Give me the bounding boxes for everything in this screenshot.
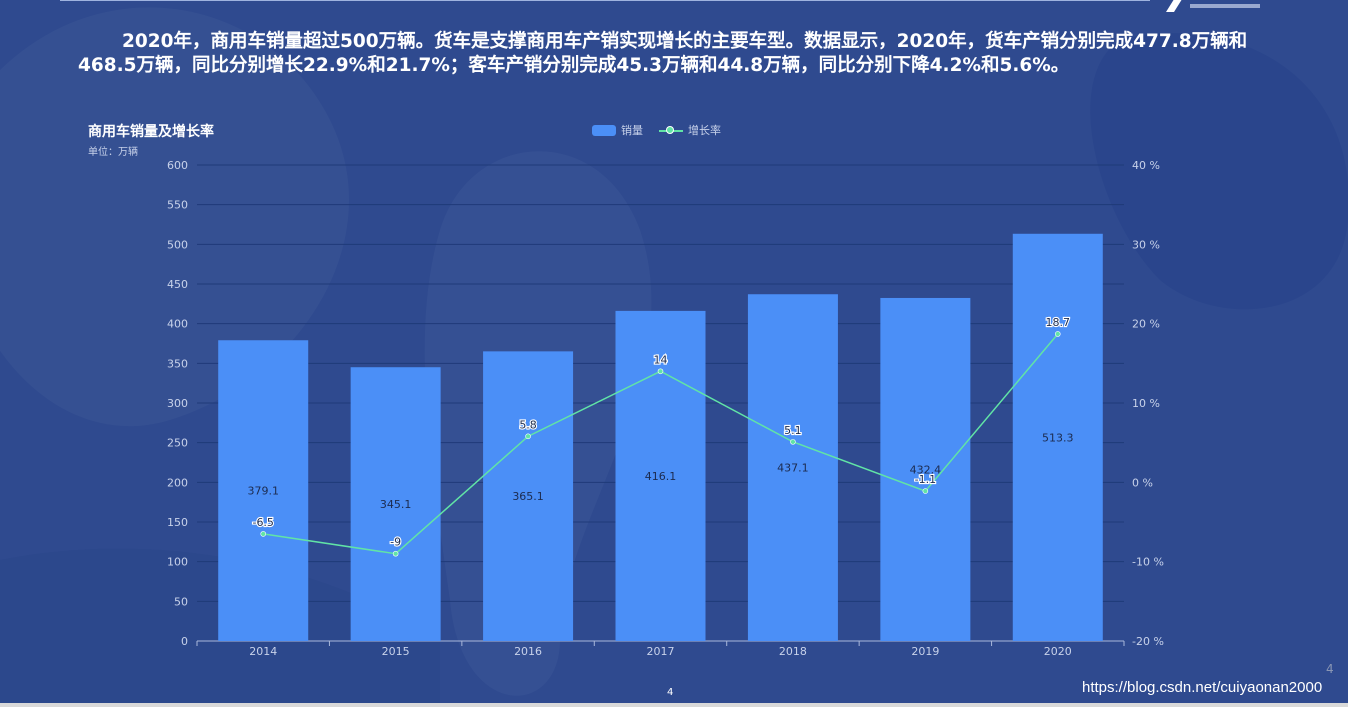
y-left-tick-label: 100 [167,556,188,569]
x-tick-label: 2017 [647,645,675,658]
x-tick-label: 2019 [911,645,939,658]
bar-value-label: 432.4 [910,463,942,476]
growth-value-label: -6.5 [252,516,273,529]
y-right-tick-label: 10 % [1132,397,1160,410]
growth-value-label: 5.8 [519,418,537,431]
growth-point-2016 [525,433,531,440]
page-number-center: 4 [667,687,674,698]
bar-value-label: 416.1 [645,470,677,483]
y-right-tick-label: -10 % [1132,556,1164,569]
bar-value-label: 379.1 [247,485,279,498]
y-left-tick-label: 400 [167,318,188,331]
x-tick-label: 2014 [249,645,277,658]
x-tick-label: 2020 [1044,645,1072,658]
legend-line-swatch [659,125,683,136]
growth-point-2020 [1054,331,1061,337]
y-left-tick-label: 300 [167,397,188,410]
bar-value-label: 345.1 [380,498,412,511]
y-right-tick-label: 20 % [1132,318,1160,331]
y-right-tick-label: 40 % [1132,159,1160,172]
y-left-tick-label: 0 [181,635,188,648]
page-number-right: 4 [1326,662,1334,676]
y-left-tick-label: 500 [167,238,188,251]
bar-2015 [350,367,441,641]
growth-value-label: 18.7 [1046,316,1071,329]
legend-item-growth[interactable]: 增长率 [659,122,721,138]
growth-value-label: 14 [654,353,668,366]
logo-icon [1166,0,1260,12]
top-rule [60,0,1150,1]
legend-item-sales[interactable]: 销量 [592,122,643,138]
y-right-tick-label: 30 % [1132,238,1160,251]
growth-value-label: -1.1 [915,473,936,486]
bar-2014 [218,340,309,641]
legend-label-sales: 销量 [621,124,643,137]
bar-2016 [483,351,574,641]
chart-title: 商用车销量及增长率 [88,124,214,140]
x-tick-label: 2018 [779,645,807,658]
x-tick-label: 2016 [514,645,542,658]
y-right-tick-label: -20 % [1132,635,1164,648]
legend-label-growth: 增长率 [688,124,721,137]
bar-value-label: 365.1 [512,490,544,503]
growth-value-label: -9 [390,536,401,549]
legend-bar-swatch [592,124,616,136]
bar-2018 [747,294,838,641]
watermark-url: https://blog.csdn.net/cuiyaonan2000 [1082,679,1323,696]
bar-2019 [880,297,971,641]
growth-point-2015 [392,550,399,557]
growth-point-2019 [922,488,929,494]
y-left-tick-label: 600 [167,159,188,172]
x-tick-label: 2015 [382,645,410,658]
y-left-tick-label: 450 [167,278,188,291]
y-left-tick-label: 50 [174,595,188,608]
chart-unit-label: 单位：万辆 [88,147,138,158]
growth-point-2018 [790,439,796,445]
bar-2017 [615,310,706,641]
growth-point-2014 [260,531,267,537]
bar-value-label: 437.1 [777,462,809,475]
y-right-tick-label: 0 % [1132,476,1153,489]
y-left-tick-label: 250 [167,437,188,450]
growth-point-2017 [657,368,664,375]
chart-legend: 销量 增长率 [592,122,731,138]
y-left-tick-label: 550 [167,199,188,212]
growth-value-label: 5.1 [784,424,802,437]
bottom-rule [0,703,1348,707]
y-left-tick-label: 150 [167,516,188,529]
y-left-tick-label: 200 [167,476,188,489]
headline-text: 2020年，商用车销量超过500万辆。货车是支撑商用车产销实现增长的主要车型。数… [78,31,1248,76]
bar-2020 [1012,233,1103,642]
y-left-tick-label: 350 [167,357,188,370]
bar-value-label: 513.3 [1042,431,1074,444]
